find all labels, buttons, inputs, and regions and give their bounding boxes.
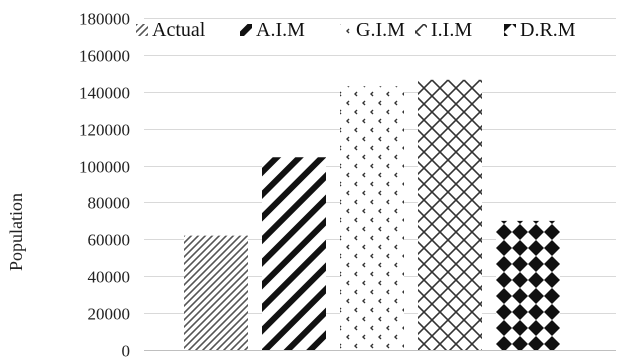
bar-i-i-m: [418, 79, 482, 351]
legend-swatch: [240, 24, 252, 36]
bar-d-r-m: [496, 220, 560, 350]
legend-label: D.R.M: [520, 19, 576, 41]
bar-g-i-m: [340, 86, 404, 350]
legend-swatch: [504, 24, 516, 36]
legend-label: Actual: [152, 19, 206, 41]
legend-swatch: [136, 24, 148, 36]
legend-label: A.I.M: [256, 19, 305, 41]
y-tick-label: 60000: [88, 231, 131, 250]
bar-actual: [184, 235, 248, 350]
bars: [184, 79, 560, 351]
y-tick-label: 180000: [79, 10, 130, 29]
y-tick-label: 80000: [88, 194, 131, 213]
y-tick-label: 160000: [79, 47, 130, 66]
y-axis-title: Population: [6, 193, 26, 271]
legend: Actual A.I.M G.I.M I.I.M D.R.M: [136, 19, 576, 41]
y-tick-labels: 0 20000 40000 60000 80000 100000 120000 140000 1…: [79, 10, 130, 358]
y-tick-label: 140000: [79, 84, 130, 103]
legend-label: G.I.M: [356, 19, 405, 41]
y-tick-label: 100000: [79, 158, 130, 177]
legend-swatch: [340, 24, 352, 36]
legend-label: I.I.M: [431, 19, 472, 41]
bar-a-i-m: [262, 157, 326, 350]
y-tick-label: 0: [122, 342, 131, 358]
y-tick-label: 40000: [88, 268, 131, 287]
y-tick-label: 20000: [88, 305, 131, 324]
y-tick-label: 120000: [79, 121, 130, 140]
legend-swatch: [415, 24, 427, 36]
